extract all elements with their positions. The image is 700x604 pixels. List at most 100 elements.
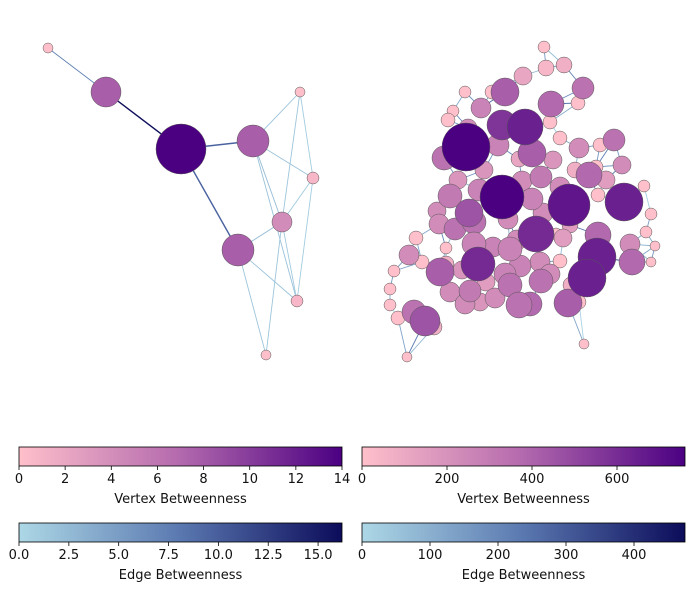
left-edge-colorbar-label: Edge Betweenness <box>118 568 243 583</box>
right-vertex-colorbar: 0 200 400 600 <box>358 446 686 487</box>
graph-vertex <box>602 128 626 152</box>
small-graph <box>42 42 320 361</box>
graph-vertex <box>571 76 595 100</box>
colorbar-tick-label: 15.0 <box>304 548 333 563</box>
graph-edge <box>299 91 314 179</box>
graph-vertex <box>387 264 401 278</box>
colorbar-tick-label: 400 <box>520 472 545 487</box>
graph-vertex <box>221 233 255 267</box>
left-vertex-colorbar: 0 2 4 6 8 10 12 14 <box>15 446 351 487</box>
graph-vertex <box>408 230 424 246</box>
colorbar-tick-label: 0 <box>358 472 366 487</box>
graph-vertex <box>460 246 496 282</box>
colorbar-tick-label: 100 <box>418 548 443 563</box>
graph-vertex <box>294 86 306 98</box>
graph-vertex <box>553 288 583 318</box>
graph-vertex <box>490 77 520 107</box>
colorbar-tick-label: 0 <box>358 548 366 563</box>
graph-vertex <box>543 150 563 170</box>
graph-vertex <box>520 187 544 211</box>
graph-vertex <box>437 183 463 209</box>
graph-vertex <box>645 256 657 268</box>
graph-vertex <box>401 351 413 363</box>
graph-vertex <box>555 56 573 74</box>
graph-vertex <box>90 76 122 108</box>
colorbar-tick-label: 7.5 <box>158 548 179 563</box>
graph-vertex <box>517 215 555 253</box>
colorbar-fill <box>18 522 343 543</box>
graph-vertex <box>497 236 523 262</box>
graph-vertex <box>567 258 607 298</box>
graph-vertex <box>505 291 533 319</box>
colorbar-tick-label: 2.5 <box>59 548 80 563</box>
colorbar-tick-label: 4 <box>107 472 115 487</box>
colorbar-tick-label: 5.0 <box>108 548 129 563</box>
graph-edge <box>237 249 267 356</box>
graph-vertex <box>537 90 565 118</box>
graph-vertex <box>552 253 568 269</box>
colorbar-tick-label: 0 <box>15 472 23 487</box>
graph-vertex <box>644 207 658 221</box>
graph-vertex <box>479 174 525 220</box>
graph-vertex <box>537 59 555 77</box>
right-edge-colorbar: 0 100 200 300 400 <box>358 522 686 563</box>
colorbar-tick-label: 400 <box>622 548 647 563</box>
large-graph <box>383 40 661 363</box>
colorbar-tick-label: 300 <box>554 548 579 563</box>
graph-vertex <box>578 338 590 350</box>
graph-vertex <box>528 268 554 294</box>
graph-edge <box>265 221 283 356</box>
left-edge-colorbar: 0.0 2.5 5.0 7.5 10.0 12.5 15.0 <box>9 522 343 563</box>
graph-vertex <box>440 112 456 128</box>
graph-vertex <box>484 287 506 309</box>
graph-vertex <box>590 187 606 203</box>
colorbar-tick-label: 0.0 <box>9 548 30 563</box>
graph-vertex <box>439 241 453 255</box>
colorbar-tick-label: 200 <box>486 548 511 563</box>
graph-vertex <box>425 257 455 287</box>
colorbar-tick-label: 6 <box>153 472 161 487</box>
graph-vertex <box>306 171 320 185</box>
graph-vertex <box>547 183 591 227</box>
graph-vertex <box>618 248 646 276</box>
graph-vertex <box>537 40 551 54</box>
graph-vertex <box>513 66 533 86</box>
left-vertex-colorbar-label: Vertex Betweenness <box>114 492 247 507</box>
graph-vertex <box>42 42 54 54</box>
colorbar-tick-label: 14 <box>334 472 351 487</box>
graph-vertex <box>604 182 644 222</box>
graph-vertex <box>575 161 603 189</box>
right-edge-colorbar-label: Edge Betweenness <box>461 568 586 583</box>
colorbar-fill <box>361 522 686 543</box>
graph-vertex <box>383 298 397 312</box>
graph-vertex <box>383 282 397 296</box>
graph-vertex <box>553 228 573 248</box>
colorbar-tick-label: 10.0 <box>204 548 233 563</box>
graph-vertex <box>236 124 270 158</box>
colorbar-fill <box>18 446 343 467</box>
graph-vertex <box>441 122 491 172</box>
colorbar-tick-label: 12.5 <box>254 548 283 563</box>
right-vertex-colorbar-label: Vertex Betweenness <box>457 492 590 507</box>
graph-vertex <box>470 97 492 119</box>
graph-vertex <box>260 349 272 361</box>
colorbar-tick-label: 8 <box>199 472 207 487</box>
graph-vertex <box>398 244 420 266</box>
graph-vertex <box>649 240 661 252</box>
graph-vertex <box>454 198 484 228</box>
graph-vertex <box>458 85 472 99</box>
colorbar-tick-label: 12 <box>288 472 305 487</box>
colorbar-tick-label: 200 <box>435 472 460 487</box>
graph-vertex <box>529 165 553 189</box>
graph-vertex <box>271 211 293 233</box>
graph-vertex <box>409 305 441 337</box>
graph-vertex <box>639 225 653 239</box>
graph-vertex <box>568 137 590 159</box>
graph-vertex <box>290 294 304 308</box>
graph-vertex <box>155 123 207 175</box>
graph-vertex <box>612 155 632 175</box>
colorbar-tick-label: 2 <box>61 472 69 487</box>
graph-edge <box>296 177 314 302</box>
